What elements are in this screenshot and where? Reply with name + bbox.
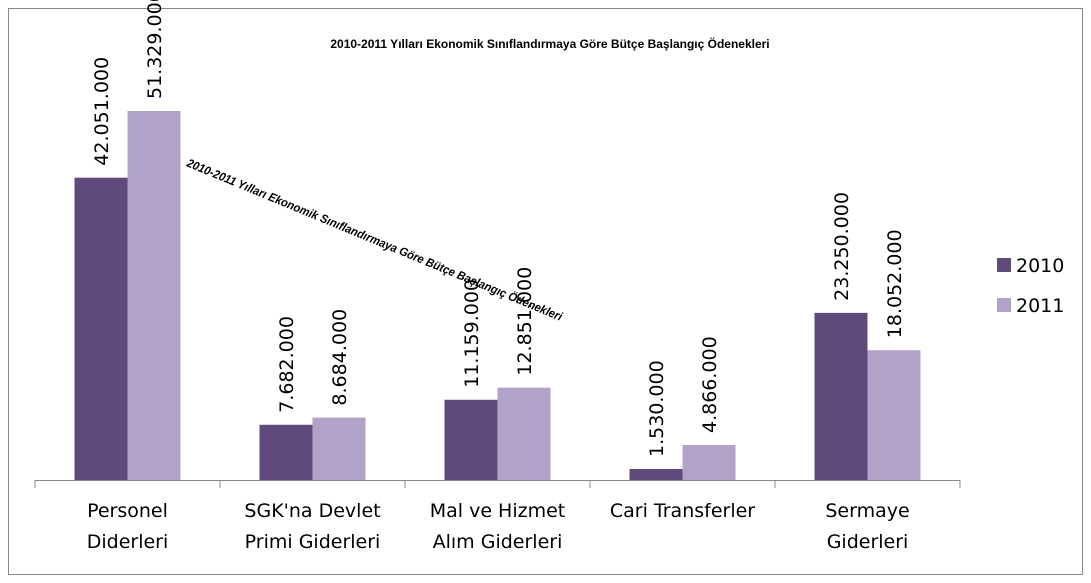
bar <box>629 469 683 480</box>
bar <box>814 312 868 480</box>
bar <box>497 387 551 480</box>
value-label: 51.329.000 <box>144 0 166 99</box>
value-label: 1.530.000 <box>646 360 668 457</box>
x-tick-label: Cari Transferler <box>610 500 755 522</box>
bar <box>74 177 128 480</box>
value-label: 8.684.000 <box>329 309 351 406</box>
x-tick-label: Sermaye Giderleri <box>825 500 909 553</box>
bar <box>127 111 181 480</box>
x-tick-label: SGK'na Devlet Primi Giderleri <box>244 500 380 553</box>
legend-label: 2011 <box>1016 295 1064 317</box>
bar <box>867 350 921 480</box>
value-label: 23.250.000 <box>831 192 853 301</box>
value-label: 18.052.000 <box>884 229 906 338</box>
value-label: 11.159.000 <box>461 279 483 388</box>
bar <box>259 424 313 480</box>
value-label: 12.851.000 <box>514 267 536 376</box>
bar <box>444 399 498 480</box>
bar <box>682 445 736 480</box>
value-label: 4.866.000 <box>699 336 721 433</box>
legend-swatch <box>997 258 1011 272</box>
legend-label: 2010 <box>1016 255 1064 277</box>
legend-swatch <box>997 298 1011 312</box>
x-tick-label: Mal ve Hizmet Alım Giderleri <box>430 500 566 553</box>
value-label: 42.051.000 <box>91 57 113 166</box>
x-tick-label: Personel Diderleri <box>87 500 169 553</box>
bar <box>312 417 366 480</box>
chart-title: 2010-2011 Yılları Ekonomik Sınıflandırma… <box>330 36 769 51</box>
value-label: 7.682.000 <box>276 316 298 413</box>
